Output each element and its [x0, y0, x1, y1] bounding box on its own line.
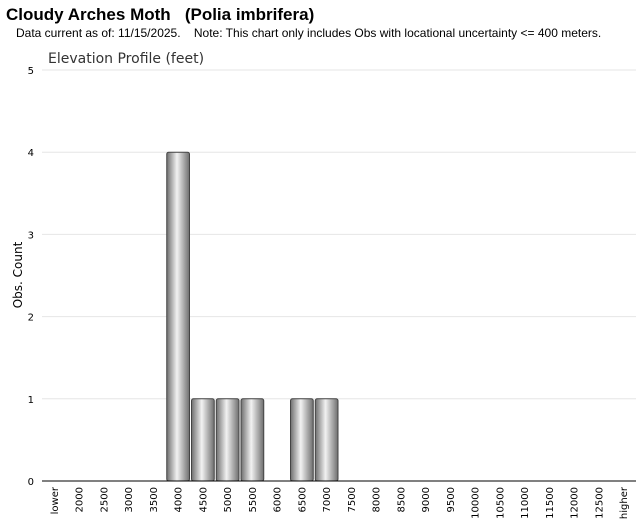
- x-tick-label: 7000: [322, 487, 333, 512]
- y-tick-label: 4: [28, 148, 34, 159]
- elevation-chart: Elevation Profile (feet) Obs. Count 0 1 2 3…: [0, 44, 640, 523]
- x-tick-label: 9500: [446, 487, 457, 512]
- x-tick-label: 3000: [124, 487, 135, 512]
- x-tick-label: 5500: [248, 487, 259, 512]
- bar-6500: [290, 398, 314, 482]
- x-tick-label: 8500: [396, 487, 407, 512]
- x-tick-label: 11500: [545, 487, 556, 519]
- x-tick-label: 9000: [421, 487, 432, 512]
- data-note: Data current as of: 11/15/2025. Note: Th…: [16, 26, 602, 40]
- x-tick-label: 10000: [471, 487, 482, 519]
- x-tick-label: 4000: [174, 487, 185, 512]
- y-tick-label: 2: [28, 313, 34, 324]
- bar-7000: [314, 398, 339, 482]
- x-tick-label: 6000: [273, 487, 284, 512]
- y-tick-label: 5: [28, 66, 34, 77]
- x-tick-label: 4500: [198, 487, 209, 512]
- x-tick-label: 2500: [99, 487, 110, 512]
- bar-4500: [191, 398, 215, 482]
- y-tick-label: 1: [28, 395, 34, 406]
- chart-page-title: Cloudy Arches Moth (Polia imbrifera): [6, 5, 315, 24]
- x-tick-label: 10500: [495, 487, 506, 519]
- x-tick-label: 5000: [223, 487, 234, 512]
- y-tick-label: 3: [28, 230, 34, 241]
- chart-title: Elevation Profile (feet): [48, 51, 204, 67]
- bar-5500: [240, 398, 265, 482]
- y-tick-labels: 0 1 2 3 4 5: [28, 66, 34, 488]
- x-tick-label: higher: [619, 486, 630, 519]
- x-tick-label: 12500: [594, 487, 605, 519]
- x-tick-label: 3500: [149, 487, 160, 512]
- x-tick-labels: lower 2000 2500 3000 3500 4000 4500 5000 5500 600…: [50, 486, 630, 519]
- bar-5000: [215, 398, 240, 482]
- bar-4000: [166, 151, 190, 482]
- x-tick-label: 11000: [520, 487, 531, 519]
- x-tick-label: lower: [50, 486, 61, 514]
- x-tick-label: 12000: [570, 487, 581, 519]
- x-tick-label: 6500: [297, 487, 308, 512]
- y-tick-label: 0: [28, 477, 34, 488]
- y-axis-label: Obs. Count: [11, 241, 25, 308]
- x-tick-label: 7500: [347, 487, 358, 512]
- gridlines: [42, 69, 636, 400]
- x-tick-label: 8000: [372, 487, 383, 512]
- chart-svg: Elevation Profile (feet) Obs. Count 0 1 2 3…: [11, 51, 636, 519]
- x-tick-label: 2000: [75, 487, 86, 512]
